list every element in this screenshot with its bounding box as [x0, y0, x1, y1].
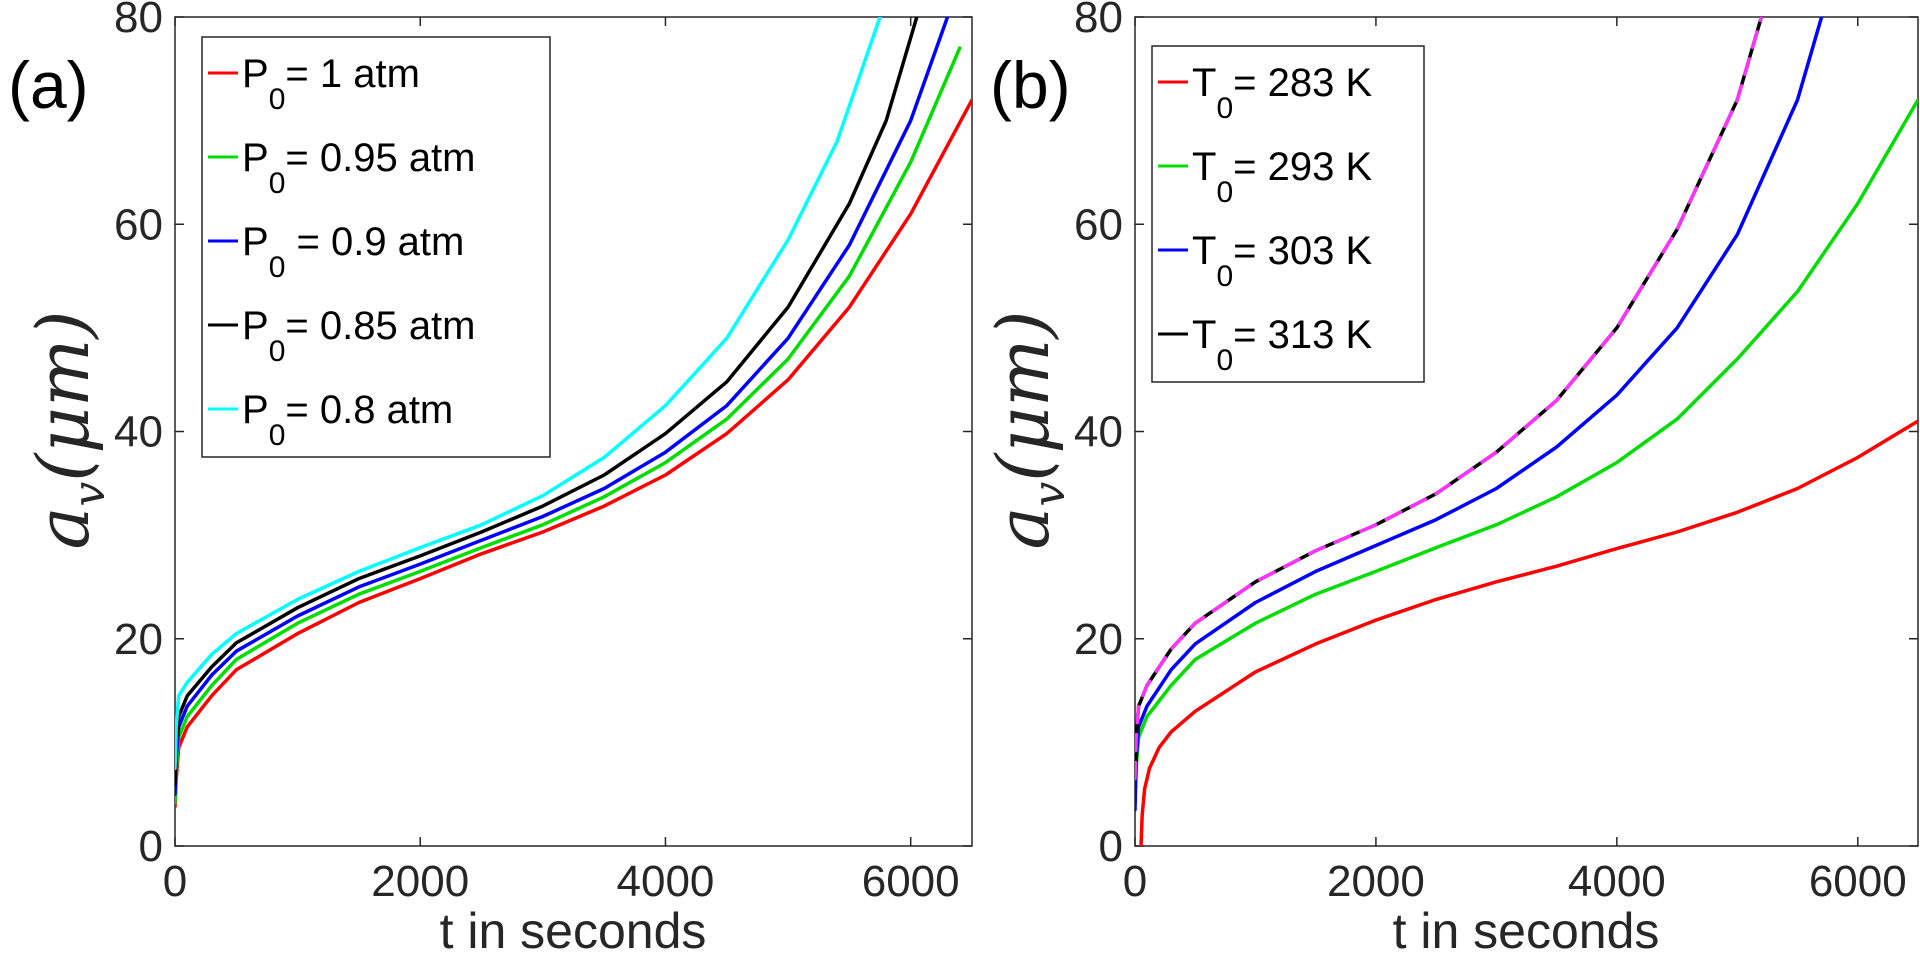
y-tick-label: 0 — [139, 822, 163, 871]
x-tick-label: 0 — [163, 857, 187, 906]
series-group — [1135, 17, 1918, 846]
legend-label: T0= 313 K — [1192, 313, 1372, 377]
x-tick-label: 6000 — [862, 857, 960, 906]
y-axis-label: av(μm) — [21, 310, 115, 549]
legend: T0= 283 K T0= 293 K T0= 303 K T0= 313 K — [1151, 45, 1425, 383]
series-line-p0=-0.95-atm — [175, 46, 962, 805]
legend-label: P0 = 0.9 atm — [242, 220, 464, 284]
chart-panel-a: 0 20 40 60 80 0 2000 4000 6000 P0= 1 atm P0= 0.95 … — [8, 0, 973, 959]
x-axis-label: t in seconds — [1393, 903, 1660, 959]
panel-label: (b) — [990, 48, 1071, 122]
y-tick-label: 60 — [114, 200, 163, 249]
series-line-fit-dashed — [1135, 17, 1764, 781]
y-tick-label: 40 — [114, 408, 163, 457]
legend: P0= 1 atm P0= 0.95 atm P0 = 0.9 atm P0= 0.8… — [201, 36, 551, 458]
panel-label: (a) — [8, 48, 89, 122]
x-tick-label: 2000 — [1327, 857, 1425, 906]
y-tick-label: 80 — [114, 0, 163, 42]
x-tick-label: 6000 — [1809, 857, 1907, 906]
legend-label: P0= 0.95 atm — [242, 136, 476, 200]
y-tick-label: 60 — [1074, 200, 1123, 249]
y-axis-label: av(μm) — [981, 310, 1075, 549]
series-line-p0=-1-atm — [175, 98, 972, 809]
series-line-p0=-0.85-atm — [175, 17, 919, 786]
chart-panel-b: 0 20 40 60 80 0 2000 4000 6000 T0= 283 K T0= 293 K… — [981, 0, 1919, 959]
x-tick-label: 0 — [1123, 857, 1147, 906]
series-line-t0=-303-k — [1135, 17, 1824, 812]
series-line-t0=-283-k — [1139, 419, 1918, 846]
legend-label: P0= 0.8 atm — [242, 388, 453, 452]
y-tick-label: 20 — [114, 615, 163, 664]
series-line-p0=-0.8-atm — [175, 17, 882, 771]
y-tick-label: 20 — [1074, 615, 1123, 664]
series-line-t0=-293-k — [1135, 98, 1918, 805]
legend-box — [1151, 45, 1425, 383]
x-tick-label: 4000 — [1568, 857, 1666, 906]
legend-label: P0= 1 atm — [242, 52, 420, 116]
legend-label: T0= 303 K — [1192, 229, 1372, 293]
y-tick-label: 40 — [1074, 408, 1123, 457]
x-tick-label: 2000 — [371, 857, 469, 906]
legend-label: P0= 0.85 atm — [242, 304, 476, 368]
series-group — [175, 17, 972, 809]
legend-label: T0= 283 K — [1192, 61, 1372, 125]
x-tick-label: 4000 — [617, 857, 715, 906]
y-tick-label: 0 — [1099, 822, 1123, 871]
y-tick-label: 80 — [1074, 0, 1123, 42]
series-line-p0-=-0.9-atm — [175, 17, 950, 796]
x-axis-label: t in seconds — [440, 903, 707, 959]
legend-label: T0= 293 K — [1192, 145, 1372, 209]
legend-box — [201, 36, 551, 458]
